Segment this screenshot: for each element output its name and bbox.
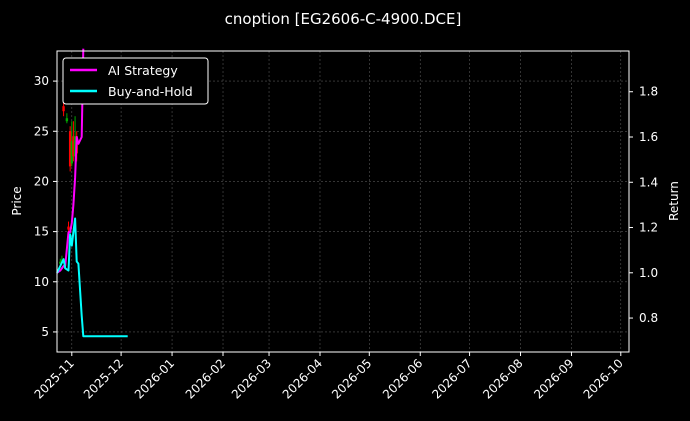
y-tick-label: 10 — [34, 275, 49, 289]
candle-body — [59, 261, 62, 264]
candle-body — [68, 131, 72, 167]
y2-tick-label: 1.6 — [639, 130, 658, 144]
y-axis-label: Price — [10, 186, 24, 215]
candle-body — [73, 136, 77, 157]
y-tick-label: 30 — [34, 74, 49, 88]
series-lines — [56, 48, 128, 338]
y2-axis-label: Return — [667, 181, 681, 221]
candle-body — [70, 141, 73, 164]
candle-body — [65, 118, 69, 122]
y-tick-label: 20 — [34, 174, 49, 188]
chart-title: cnoption [EG2606-C-4900.DCE] — [225, 10, 462, 28]
y-tick-label: 25 — [34, 124, 49, 138]
y2-tick-label: 0.8 — [639, 311, 658, 325]
candle-body — [67, 226, 70, 230]
y2-tick-label: 1.4 — [639, 175, 658, 189]
plot-frame — [56, 50, 630, 353]
y2-tick-label: 1.2 — [639, 221, 658, 235]
y-tick-label: 5 — [41, 325, 49, 339]
legend-label-ai-strategy: AI Strategy — [108, 63, 178, 78]
candle-body — [62, 106, 65, 112]
y2-tick-label: 1.0 — [639, 266, 658, 280]
candle-body — [72, 136, 75, 157]
series-line-ai-strategy — [56, 48, 85, 274]
legend-label-buy-and-hold: Buy-and-Hold — [108, 84, 193, 99]
y2-tick-label: 1.8 — [639, 85, 658, 99]
grid — [57, 51, 629, 352]
legend: AI Strategy Buy-and-Hold — [62, 57, 209, 105]
y-tick-label: 15 — [34, 225, 49, 239]
series-line-buy-and-hold — [56, 217, 128, 338]
legend-box — [62, 57, 209, 105]
